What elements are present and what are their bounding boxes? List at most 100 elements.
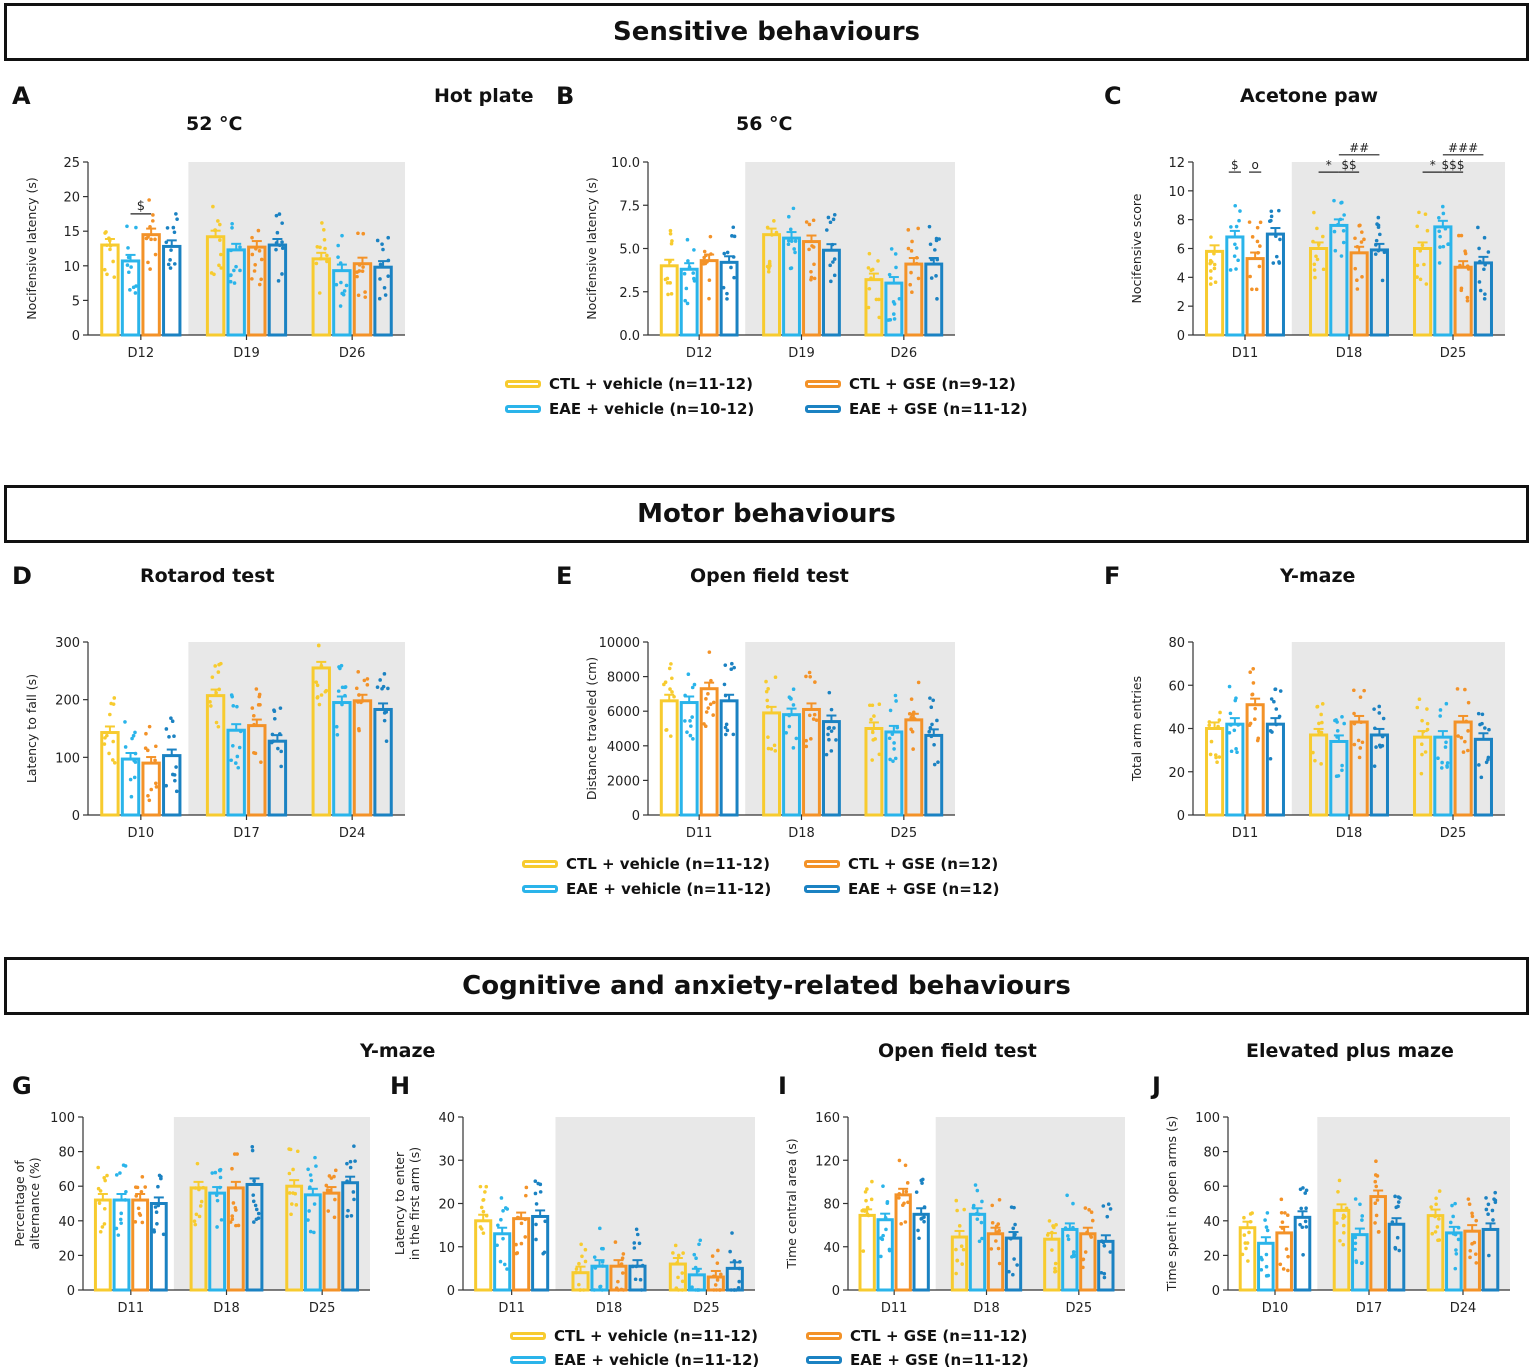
data-point xyxy=(257,249,262,253)
data-point xyxy=(828,263,832,268)
data-point xyxy=(877,315,882,320)
panel-title-c: Acetone paw xyxy=(1240,85,1378,107)
data-point xyxy=(1487,1253,1491,1258)
data-point xyxy=(1418,277,1423,282)
data-point xyxy=(915,255,919,260)
data-point xyxy=(1353,266,1358,271)
data-point xyxy=(1007,1269,1011,1274)
data-point xyxy=(665,276,670,281)
data-point xyxy=(361,231,366,236)
data-point xyxy=(1484,1196,1488,1200)
data-point xyxy=(534,1222,538,1227)
data-point xyxy=(961,1247,966,1252)
data-point xyxy=(1440,204,1445,209)
legend-item-ctl-gse: CTL + GSE (n=9-12) xyxy=(805,375,1016,393)
panel-letter-c: C xyxy=(1104,82,1122,110)
data-point xyxy=(632,1241,637,1245)
data-point xyxy=(1209,276,1213,280)
legend-label: EAE + vehicle (n=10-12) xyxy=(549,400,755,418)
data-point xyxy=(1090,1218,1095,1223)
data-point xyxy=(1217,718,1222,722)
data-point xyxy=(600,1260,605,1264)
data-point xyxy=(613,1240,618,1244)
data-point xyxy=(922,1219,926,1224)
y-tick-label: 8000 xyxy=(607,671,640,686)
data-point xyxy=(929,276,934,280)
data-point xyxy=(728,1249,732,1254)
data-point xyxy=(687,265,692,269)
data-point xyxy=(133,1185,138,1189)
y-axis-label: Total arm entries xyxy=(1129,676,1144,782)
data-point xyxy=(766,269,771,274)
data-point xyxy=(218,1185,222,1190)
data-point xyxy=(1435,1225,1440,1229)
y-tick-label: 60 xyxy=(58,1180,75,1195)
legend-item-eae-gse: EAE + GSE (n=11-12) xyxy=(805,400,1028,418)
significance-label: $ xyxy=(1231,158,1239,172)
data-point xyxy=(324,688,329,693)
data-point xyxy=(335,733,340,737)
data-point xyxy=(592,1255,597,1259)
panel-letter-e: E xyxy=(556,562,573,590)
data-point xyxy=(954,1198,959,1203)
shaded-region xyxy=(188,162,405,335)
x-tick-label: D25 xyxy=(1440,346,1467,361)
data-point xyxy=(343,685,347,690)
y-axis-label: Nocifensive latency (s) xyxy=(584,177,599,320)
data-point xyxy=(788,227,793,232)
data-point xyxy=(231,704,236,708)
chart-f-y-maze-entries: 0 20 40 60 80 Total arm entries D11 D18 D25 xyxy=(1129,636,1505,841)
panel-title-a: 52 °C xyxy=(186,113,243,135)
y-tick-label: 10 xyxy=(63,260,80,275)
legend-swatch xyxy=(804,885,840,893)
data-point xyxy=(378,678,382,682)
data-point xyxy=(583,1259,588,1264)
data-point xyxy=(338,304,343,308)
data-point xyxy=(252,1179,256,1183)
data-point xyxy=(934,274,938,278)
data-point xyxy=(691,271,696,275)
data-point xyxy=(1459,735,1464,740)
y-axis-label: Latency to fall (s) xyxy=(24,674,39,783)
data-point xyxy=(709,252,713,256)
data-point xyxy=(676,1275,680,1280)
data-point xyxy=(128,288,132,292)
legend-item-eae-vehicle: EAE + vehicle (n=11-12) xyxy=(522,880,771,898)
data-point xyxy=(252,269,257,273)
data-point xyxy=(906,246,911,251)
y-axis-label: in the first arm (s) xyxy=(407,1147,422,1260)
data-point xyxy=(173,778,177,783)
data-point xyxy=(1316,729,1321,734)
data-point xyxy=(1207,720,1212,724)
data-point xyxy=(524,1185,529,1190)
data-point xyxy=(789,266,794,270)
bar-ctl-gse xyxy=(1453,720,1473,817)
data-point xyxy=(214,720,219,725)
data-point xyxy=(1339,254,1344,258)
data-point xyxy=(977,1239,982,1244)
data-point xyxy=(1278,237,1282,242)
data-point xyxy=(791,206,796,211)
data-point xyxy=(1376,223,1381,228)
group-title-elevated-plus-maze: Elevated plus maze xyxy=(1246,1040,1454,1062)
y-tick-label: 8 xyxy=(1177,214,1185,229)
data-point xyxy=(872,714,876,718)
data-point xyxy=(1455,687,1460,691)
data-point xyxy=(990,1203,995,1208)
data-point xyxy=(903,1163,908,1168)
data-point xyxy=(772,743,777,748)
data-point xyxy=(1274,722,1279,727)
bar-eae-gse xyxy=(267,243,288,337)
data-point xyxy=(904,1189,909,1194)
data-point xyxy=(1242,1233,1247,1237)
data-point xyxy=(1430,1231,1435,1236)
data-point xyxy=(308,1229,313,1234)
data-point xyxy=(193,1222,198,1227)
data-point xyxy=(232,281,237,285)
legend-item-eae-gse: EAE + GSE (n=11-12) xyxy=(806,1351,1029,1369)
data-point xyxy=(1373,1201,1378,1205)
x-tick-label: D19 xyxy=(233,346,260,361)
data-point xyxy=(314,680,319,684)
y-axis-label: alternance (%) xyxy=(27,1157,42,1249)
data-point xyxy=(1354,1260,1359,1265)
